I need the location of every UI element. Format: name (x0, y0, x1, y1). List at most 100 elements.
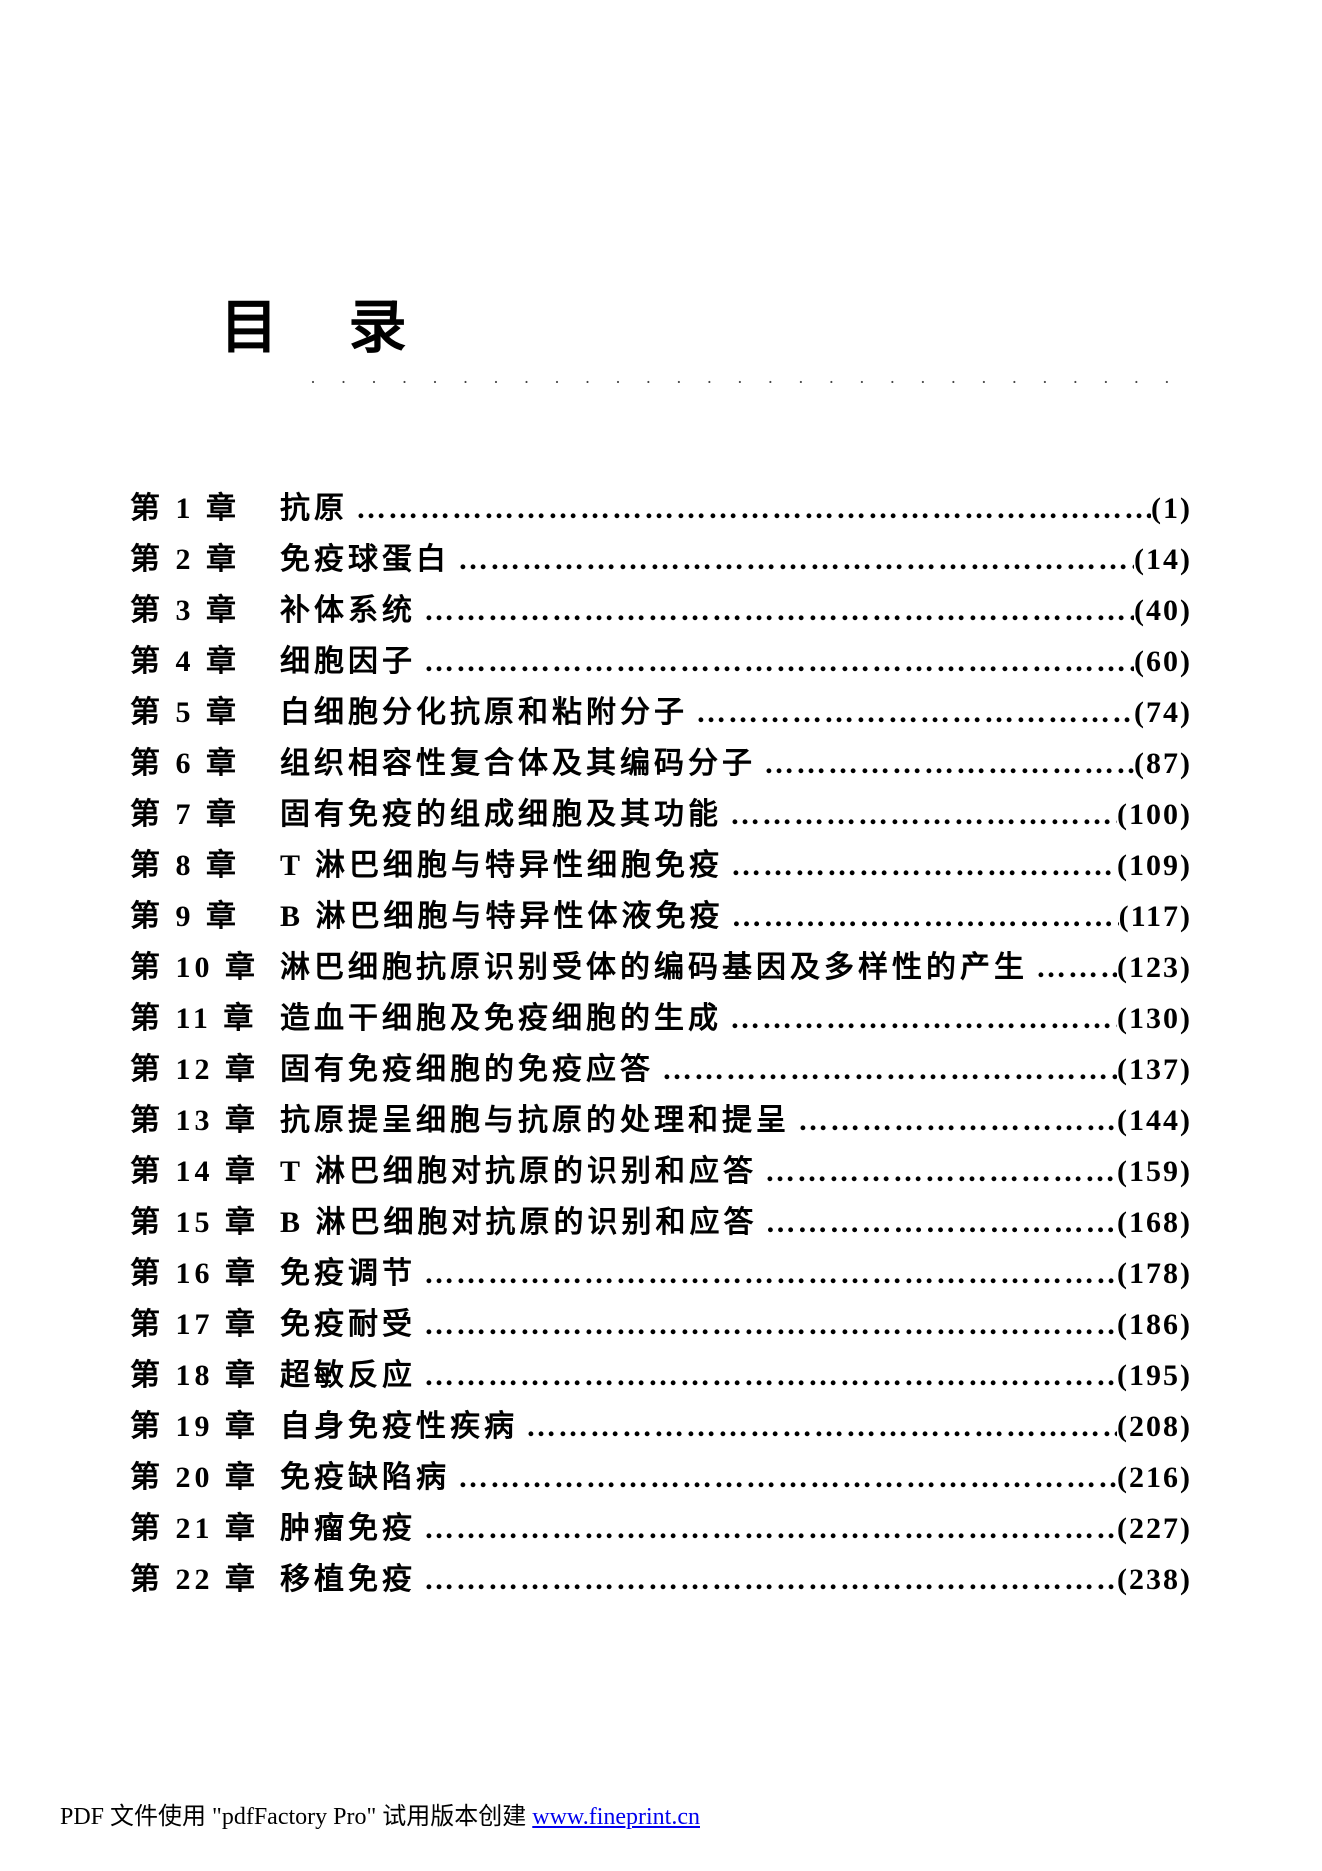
leader-dots: …………………………………………………………………………………… (757, 1155, 1117, 1189)
chapter-label: 第 4 章 (130, 636, 280, 680)
chapter-label: 第 9 章 (130, 891, 280, 935)
leader-dots: …………………………………………………………………………………… (416, 645, 1134, 679)
chapter-title: 免疫调节 (280, 1248, 416, 1292)
toc-row: 第 19 章自身免疫性疾病………………………………………………………………………… (130, 1401, 1192, 1445)
leader-dots: …………………………………………………………………………………… (416, 1308, 1117, 1342)
chapter-title: 细胞因子 (280, 636, 416, 680)
toc-row: 第 20 章免疫缺陷病……………………………………………………………………………… (130, 1452, 1192, 1496)
leader-dots: …………………………………………………………………………………… (450, 543, 1134, 577)
page-number: (227) (1117, 1512, 1192, 1546)
toc-row: 第 6 章组织相容性复合体及其编码分子………………………………………………………… (130, 738, 1192, 782)
page-number: (117) (1119, 900, 1192, 934)
leader-dots: …………………………………………………………………………………… (756, 747, 1134, 781)
chapter-title: 固有免疫细胞的免疫应答 (280, 1044, 654, 1088)
page-number: (1) (1151, 492, 1192, 526)
chapter-label: 第 22 章 (130, 1554, 280, 1598)
chapter-label: 第 12 章 (130, 1044, 280, 1088)
page-number: (100) (1117, 798, 1192, 832)
page-number: (178) (1117, 1257, 1192, 1291)
chapter-title: B 淋巴细胞对抗原的识别和应答 (280, 1197, 758, 1241)
chapter-label: 第 15 章 (130, 1197, 280, 1241)
leader-dots: …………………………………………………………………………………… (518, 1410, 1117, 1444)
leader-dots: …………………………………………………………………………………… (416, 594, 1134, 628)
chapter-label: 第 8 章 (130, 840, 280, 884)
chapter-title: 抗原提呈细胞与抗原的处理和提呈 (280, 1095, 790, 1139)
toc-title: 目 录 (220, 280, 1192, 364)
chapter-label: 第 16 章 (130, 1248, 280, 1292)
toc-list: 第 1 章抗原……………………………………………………………………………………(… (130, 483, 1192, 1598)
chapter-title: 免疫球蛋白 (280, 534, 450, 578)
pdf-footer: PDF 文件使用 "pdfFactory Pro" 试用版本创建 www.fin… (60, 1796, 700, 1831)
page-number: (123) (1117, 951, 1192, 985)
toc-row: 第 7 章固有免疫的组成细胞及其功能…………………………………………………………… (130, 789, 1192, 833)
footer-text: PDF 文件使用 "pdfFactory Pro" 试用版本创建 (60, 1804, 532, 1830)
chapter-title: 白细胞分化抗原和粘附分子 (280, 687, 688, 731)
chapter-title: 组织相容性复合体及其编码分子 (280, 738, 756, 782)
chapter-title: T 淋巴细胞与特异性细胞免疫 (280, 840, 723, 884)
page-number: (238) (1117, 1563, 1192, 1597)
leader-dots: …………………………………………………………………………………… (416, 1257, 1117, 1291)
toc-row: 第 18 章超敏反应………………………………………………………………………………… (130, 1350, 1192, 1394)
leader-dots: …………………………………………………………………………………… (722, 798, 1117, 832)
footer-link[interactable]: www.fineprint.cn (532, 1804, 700, 1830)
leader-dots: …………………………………………………………………………………… (790, 1104, 1117, 1138)
toc-row: 第 10 章淋巴细胞抗原识别受体的编码基因及多样性的产生………………………………… (130, 942, 1192, 986)
toc-row: 第 15 章B 淋巴细胞对抗原的识别和应答…………………………………………………… (130, 1197, 1192, 1241)
leader-dots: …………………………………………………………………………………… (723, 849, 1117, 883)
chapter-title: B 淋巴细胞与特异性体液免疫 (280, 891, 724, 935)
page-number: (40) (1134, 594, 1192, 628)
page-number: (186) (1117, 1308, 1192, 1342)
chapter-title: 补体系统 (280, 585, 416, 629)
chapter-title: 免疫耐受 (280, 1299, 416, 1343)
decorative-dots: · · · · · · · · · · · · · · · · · · · · … (310, 372, 1192, 393)
chapter-label: 第 3 章 (130, 585, 280, 629)
leader-dots: …………………………………………………………………………………… (348, 492, 1151, 526)
chapter-title: 移植免疫 (280, 1554, 416, 1598)
leader-dots: …………………………………………………………………………………… (722, 1002, 1117, 1036)
page-container: 目 录 · · · · · · · · · · · · · · · · · · … (0, 0, 1322, 1598)
chapter-title: 抗原 (280, 483, 348, 527)
chapter-label: 第 11 章 (130, 993, 280, 1037)
leader-dots: …………………………………………………………………………………… (416, 1359, 1117, 1393)
toc-row: 第 14 章T 淋巴细胞对抗原的识别和应答…………………………………………………… (130, 1146, 1192, 1190)
page-number: (195) (1117, 1359, 1192, 1393)
chapter-title: T 淋巴细胞对抗原的识别和应答 (280, 1146, 757, 1190)
chapter-label: 第 6 章 (130, 738, 280, 782)
page-number: (144) (1117, 1104, 1192, 1138)
chapter-title: 超敏反应 (280, 1350, 416, 1394)
page-number: (137) (1117, 1053, 1192, 1087)
toc-row: 第 8 章T 淋巴细胞与特异性细胞免疫………………………………………………………… (130, 840, 1192, 884)
toc-row: 第 22 章移植免疫………………………………………………………………………………… (130, 1554, 1192, 1598)
page-number: (14) (1134, 543, 1192, 577)
chapter-label: 第 18 章 (130, 1350, 280, 1394)
chapter-label: 第 14 章 (130, 1146, 280, 1190)
toc-row: 第 13 章抗原提呈细胞与抗原的处理和提呈…………………………………………………… (130, 1095, 1192, 1139)
chapter-title: 自身免疫性疾病 (280, 1401, 518, 1445)
chapter-label: 第 17 章 (130, 1299, 280, 1343)
leader-dots: …………………………………………………………………………………… (1028, 951, 1117, 985)
toc-row: 第 21 章肿瘤免疫………………………………………………………………………………… (130, 1503, 1192, 1547)
page-number: (87) (1134, 747, 1192, 781)
chapter-label: 第 2 章 (130, 534, 280, 578)
page-number: (159) (1117, 1155, 1192, 1189)
chapter-label: 第 21 章 (130, 1503, 280, 1547)
chapter-title: 造血干细胞及免疫细胞的生成 (280, 993, 722, 1037)
chapter-label: 第 1 章 (130, 483, 280, 527)
toc-row: 第 5 章白细胞分化抗原和粘附分子……………………………………………………………… (130, 687, 1192, 731)
chapter-label: 第 20 章 (130, 1452, 280, 1496)
page-number: (60) (1134, 645, 1192, 679)
page-number: (109) (1117, 849, 1192, 883)
chapter-title: 淋巴细胞抗原识别受体的编码基因及多样性的产生 (280, 942, 1028, 986)
page-number: (168) (1117, 1206, 1192, 1240)
chapter-label: 第 10 章 (130, 942, 280, 986)
toc-row: 第 17 章免疫耐受………………………………………………………………………………… (130, 1299, 1192, 1343)
leader-dots: …………………………………………………………………………………… (450, 1461, 1117, 1495)
leader-dots: …………………………………………………………………………………… (654, 1053, 1117, 1087)
toc-row: 第 16 章免疫调节………………………………………………………………………………… (130, 1248, 1192, 1292)
toc-row: 第 11 章造血干细胞及免疫细胞的生成………………………………………………………… (130, 993, 1192, 1037)
page-number: (216) (1117, 1461, 1192, 1495)
leader-dots: …………………………………………………………………………………… (416, 1512, 1117, 1546)
chapter-title: 免疫缺陷病 (280, 1452, 450, 1496)
chapter-label: 第 19 章 (130, 1401, 280, 1445)
leader-dots: …………………………………………………………………………………… (758, 1206, 1118, 1240)
